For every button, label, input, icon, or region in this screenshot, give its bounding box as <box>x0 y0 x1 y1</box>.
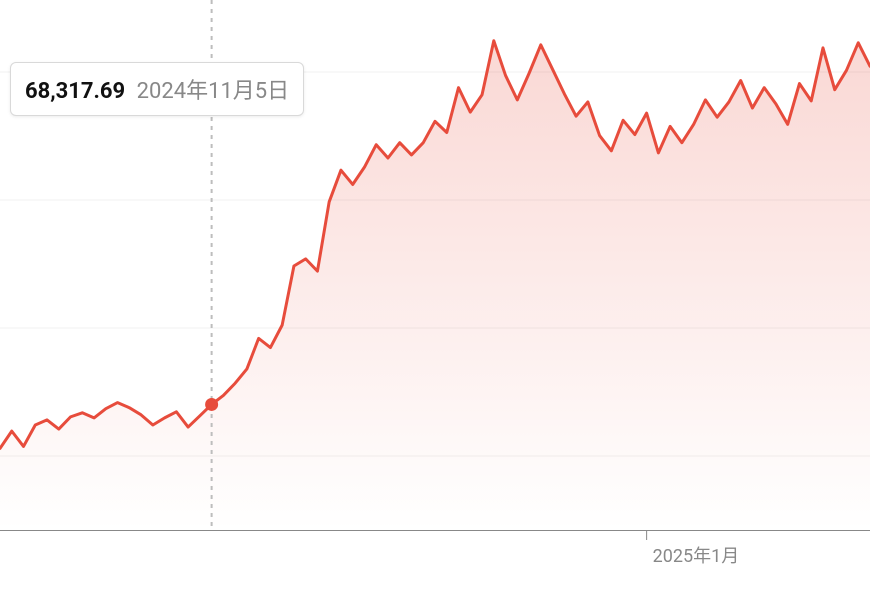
chart-canvas[interactable] <box>0 0 870 594</box>
x-axis-tick-label: 2025年1月 <box>653 542 740 568</box>
price-chart[interactable]: 68,317.69 2024年11月5日 2025年1月 <box>0 0 870 594</box>
